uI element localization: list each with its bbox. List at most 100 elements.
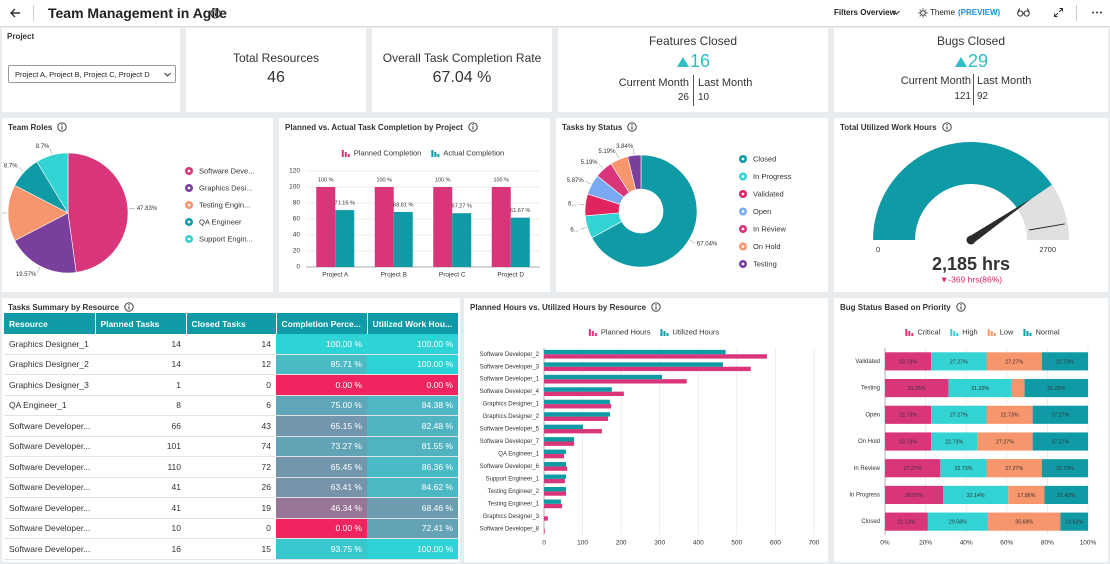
x-tick-label: 500 bbox=[731, 540, 742, 547]
bar bbox=[544, 416, 609, 421]
info-ring bbox=[57, 122, 67, 132]
bar-segment bbox=[927, 512, 988, 531]
chart-title: Team Roles bbox=[8, 122, 53, 132]
bar-segment bbox=[885, 352, 932, 371]
current-value: 26 bbox=[677, 92, 689, 103]
preview-badge[interactable]: (PREVIEW) bbox=[958, 8, 1001, 17]
bar bbox=[544, 424, 583, 430]
info-icon[interactable] bbox=[124, 302, 134, 312]
theme-button[interactable]: Theme bbox=[930, 8, 955, 17]
y-tick-label: Graphics Designer_1 bbox=[483, 402, 540, 408]
data-label: 22.73% bbox=[1056, 359, 1074, 365]
legend-label: Validated bbox=[753, 189, 784, 198]
gauge-tick-label: 2700 bbox=[1039, 245, 1056, 254]
panel-title: Tasks Summary by Resource bbox=[8, 302, 134, 312]
bar-segment bbox=[885, 378, 949, 398]
legend-swatch bbox=[953, 331, 956, 336]
header: Team Management in Agile Filters Overvie… bbox=[0, 0, 1110, 27]
back-button[interactable] bbox=[8, 6, 22, 20]
bar bbox=[544, 449, 566, 454]
table-cell: 6 bbox=[186, 395, 276, 416]
legend: Planned Completion Actual Completion bbox=[341, 148, 504, 157]
data-label: 71.15 % bbox=[335, 201, 355, 207]
gauge-value bbox=[873, 142, 1052, 240]
project-select[interactable]: Project A, Project B, Project C, Project… bbox=[8, 65, 176, 83]
data-label: 5.87% bbox=[567, 178, 585, 184]
divider bbox=[33, 5, 34, 21]
info-icon[interactable] bbox=[57, 122, 67, 132]
y-tick-label: Software Developer_2 bbox=[480, 352, 540, 358]
bar-segment bbox=[885, 512, 928, 531]
card-title: Features Closed bbox=[648, 34, 738, 48]
more-icon[interactable] bbox=[1091, 10, 1103, 15]
bar bbox=[544, 462, 566, 467]
dashboard-title: Team Management in Agile bbox=[48, 5, 227, 21]
table-cell: 41 bbox=[95, 497, 186, 519]
legend-label: Normal bbox=[1035, 327, 1060, 336]
legend-swatch bbox=[993, 333, 996, 336]
table-cell: 1 bbox=[95, 374, 186, 396]
legend-swatch-hole bbox=[741, 227, 745, 231]
kpi-title: Total Resources bbox=[232, 51, 320, 65]
table-cell: 93.75 % bbox=[276, 538, 367, 560]
chevron[interactable] bbox=[892, 8, 901, 17]
fullscreen-icon[interactable] bbox=[1053, 7, 1064, 18]
bar bbox=[374, 187, 394, 267]
x-tick-label: 60% bbox=[1000, 540, 1013, 547]
leader-line bbox=[49, 148, 52, 155]
legend-swatch bbox=[344, 152, 347, 157]
table-cell: 46.34 % bbox=[276, 497, 367, 519]
table-cell: 75.00 % bbox=[276, 395, 367, 416]
y-tick-label: 80 bbox=[293, 200, 301, 207]
data-label: 32.14% bbox=[967, 493, 985, 499]
info-icon[interactable] bbox=[468, 122, 478, 132]
legend: Planned Hours Utilized Hours bbox=[588, 327, 719, 336]
data-label: 22.73% bbox=[954, 466, 972, 472]
legend-label: Testing bbox=[753, 259, 777, 268]
table-cell: 84.62 % bbox=[367, 477, 458, 498]
chart-title: Planned vs. Actual Task Completion by Pr… bbox=[285, 122, 463, 132]
slice bbox=[591, 154, 698, 268]
legend-label: In Progress bbox=[753, 172, 792, 181]
filters-overview[interactable]: Filters Overview bbox=[834, 8, 896, 17]
info-icon[interactable] bbox=[627, 122, 637, 132]
chart-title: Planned Hours vs. Utilized Hours by Reso… bbox=[470, 302, 647, 312]
info-icon[interactable] bbox=[956, 302, 966, 312]
view-icon[interactable] bbox=[1017, 7, 1030, 18]
legend-label: Software Deve... bbox=[199, 166, 254, 175]
info-ring bbox=[627, 122, 637, 132]
bar-segment bbox=[1032, 432, 1088, 451]
chart-panel: 47.83%19.57%1...8.7%8.7%Software Deve...… bbox=[2, 118, 273, 292]
table-row: Graphics Designer_3 1 0 0.00 % 0.00 % bbox=[4, 374, 458, 396]
data-label: 22.73% bbox=[899, 359, 917, 365]
bar bbox=[544, 466, 568, 471]
legend-swatch bbox=[1029, 333, 1032, 336]
bar bbox=[544, 503, 563, 509]
y-tick-label: Testing Engineer_1 bbox=[488, 501, 540, 507]
x-tick-label: 100 bbox=[577, 540, 588, 547]
data-label: 22.73% bbox=[1056, 466, 1074, 472]
info-icon[interactable] bbox=[651, 302, 661, 312]
theme-icon[interactable] bbox=[918, 8, 928, 18]
table-cell: 72.41 % bbox=[367, 518, 458, 539]
target-marker bbox=[1029, 223, 1065, 231]
chart-title: Bug Status Based on Priority bbox=[840, 302, 951, 312]
table-cell: 68.46 % bbox=[367, 497, 458, 519]
y-tick-label: In Progress bbox=[849, 493, 880, 499]
slice bbox=[7, 185, 69, 242]
table-cell: 14 bbox=[186, 334, 276, 355]
y-tick-label: 60 bbox=[293, 216, 301, 223]
chart: 67.04%6...6...5.87%5.19%5.19%3.84%Closed… bbox=[567, 144, 792, 268]
table-cell: 0.00 % bbox=[367, 374, 458, 396]
data-label: 68.81 % bbox=[393, 202, 413, 208]
leader-line bbox=[633, 148, 635, 155]
chart: 0 20 40 60 80 100 120 Project A 100 % 71.15 % Proj… bbox=[289, 148, 540, 279]
info-icon[interactable] bbox=[941, 122, 952, 132]
table-cell: 72 bbox=[186, 456, 276, 478]
info-icon[interactable] bbox=[210, 8, 221, 19]
info-dot bbox=[945, 124, 948, 126]
y-tick-label: Software Developer_1 bbox=[480, 377, 540, 383]
bar bbox=[544, 399, 610, 405]
y-tick-label: Graphics Designer_3 bbox=[483, 514, 540, 520]
bar bbox=[544, 366, 751, 372]
